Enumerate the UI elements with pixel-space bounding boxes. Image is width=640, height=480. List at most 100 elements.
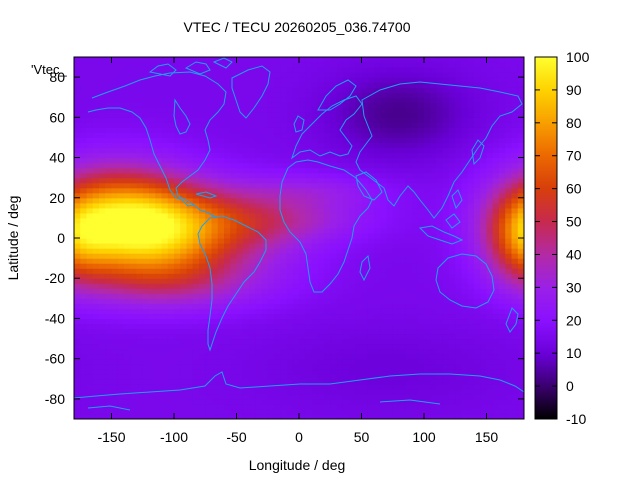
heatmap-cell: [424, 77, 431, 83]
heatmap-cell: [292, 253, 300, 259]
heatmap-cell: [211, 167, 219, 174]
heatmap-cell: [474, 288, 481, 294]
heatmap-cell: [280, 263, 288, 269]
heatmap-cell: [217, 253, 225, 259]
heatmap-cell: [330, 162, 338, 169]
heatmap-cell: [230, 122, 238, 128]
heatmap-cell: [149, 243, 156, 249]
heatmap-cell: [505, 333, 513, 340]
heatmap-cell: [430, 87, 438, 93]
heatmap-cell: [236, 283, 244, 289]
heatmap-cell: [486, 323, 494, 330]
heatmap-cell: [305, 227, 313, 234]
heatmap-cell: [405, 298, 413, 304]
heatmap-cell: [86, 67, 94, 73]
heatmap-cell: [180, 192, 188, 199]
heatmap-cell: [149, 313, 156, 320]
heatmap-cell: [130, 192, 138, 199]
heatmap-cell: [92, 57, 100, 63]
heatmap-cell: [367, 67, 375, 73]
heatmap-cell: [167, 132, 175, 139]
heatmap-cell: [492, 343, 500, 350]
heatmap-cell: [399, 328, 406, 335]
heatmap-cell: [80, 172, 88, 179]
heatmap-cell: [217, 358, 225, 365]
heatmap-cell: [199, 122, 206, 128]
heatmap-cell: [399, 97, 406, 103]
heatmap-cell: [167, 383, 175, 390]
heatmap-cell: [167, 408, 175, 415]
heatmap-cell: [436, 82, 444, 88]
heatmap-cell: [442, 378, 450, 385]
heatmap-cell: [380, 268, 388, 274]
heatmap-cell: [330, 358, 338, 365]
heatmap-cell: [105, 278, 113, 284]
heatmap-cell: [92, 293, 100, 299]
heatmap-cell: [361, 343, 369, 350]
heatmap-cell: [367, 378, 375, 385]
heatmap-cell: [392, 378, 400, 385]
heatmap-cell: [299, 207, 306, 214]
heatmap-cell: [149, 238, 156, 244]
heatmap-cell: [124, 232, 131, 239]
heatmap-cell: [274, 328, 281, 335]
heatmap-cell: [467, 122, 475, 128]
heatmap-cell: [505, 278, 513, 284]
heatmap-cell: [405, 278, 413, 284]
heatmap-cell: [330, 142, 338, 149]
heatmap-cell: [505, 283, 513, 289]
heatmap-cell: [374, 97, 381, 103]
heatmap-cell: [492, 268, 500, 274]
heatmap-cell: [242, 383, 250, 390]
heatmap-cell: [399, 408, 406, 415]
heatmap-cell: [205, 308, 213, 315]
heatmap-cell: [136, 258, 144, 264]
heatmap-cell: [205, 222, 213, 229]
heatmap-cell: [124, 378, 131, 385]
heatmap-cell: [280, 378, 288, 385]
heatmap-cell: [461, 222, 469, 229]
heatmap-cell: [267, 273, 275, 279]
heatmap-cell: [392, 393, 400, 400]
heatmap-cell: [386, 328, 394, 335]
heatmap-cell: [261, 288, 269, 294]
heatmap-cell: [255, 162, 263, 169]
heatmap-cell: [192, 388, 200, 395]
heatmap-cell: [105, 308, 113, 315]
heatmap-cell: [167, 343, 175, 350]
heatmap-cell: [411, 162, 419, 169]
heatmap-cell: [386, 323, 394, 330]
heatmap-cell: [480, 67, 488, 73]
heatmap-cell: [486, 363, 494, 370]
heatmap-cell: [99, 243, 106, 249]
heatmap-cell: [292, 413, 300, 419]
heatmap-cell: [436, 318, 444, 325]
heatmap-cell: [480, 253, 488, 259]
heatmap-cell: [455, 318, 463, 325]
heatmap-cell: [86, 62, 94, 68]
heatmap-cell: [392, 293, 400, 299]
heatmap-cell: [180, 227, 188, 234]
heatmap-cell: [86, 97, 94, 103]
heatmap-cell: [99, 187, 106, 194]
heatmap-cell: [324, 62, 331, 68]
heatmap-cell: [355, 182, 363, 189]
heatmap-cell: [411, 202, 419, 209]
heatmap-cell: [105, 182, 113, 189]
heatmap-cell: [467, 172, 475, 179]
heatmap-cell: [155, 408, 163, 415]
heatmap-cell: [255, 112, 263, 118]
heatmap-cell: [249, 222, 256, 229]
heatmap-cell: [224, 152, 231, 159]
heatmap-cell: [230, 378, 238, 385]
heatmap-cell: [367, 82, 375, 88]
heatmap-cell: [336, 253, 344, 259]
heatmap-cell: [355, 207, 363, 214]
heatmap-cell: [455, 202, 463, 209]
heatmap-cell: [399, 117, 406, 123]
heatmap-cell: [330, 192, 338, 199]
heatmap-cell: [299, 303, 306, 309]
heatmap-cell: [449, 293, 456, 299]
heatmap-cell: [136, 92, 144, 98]
heatmap-cell: [311, 358, 319, 365]
